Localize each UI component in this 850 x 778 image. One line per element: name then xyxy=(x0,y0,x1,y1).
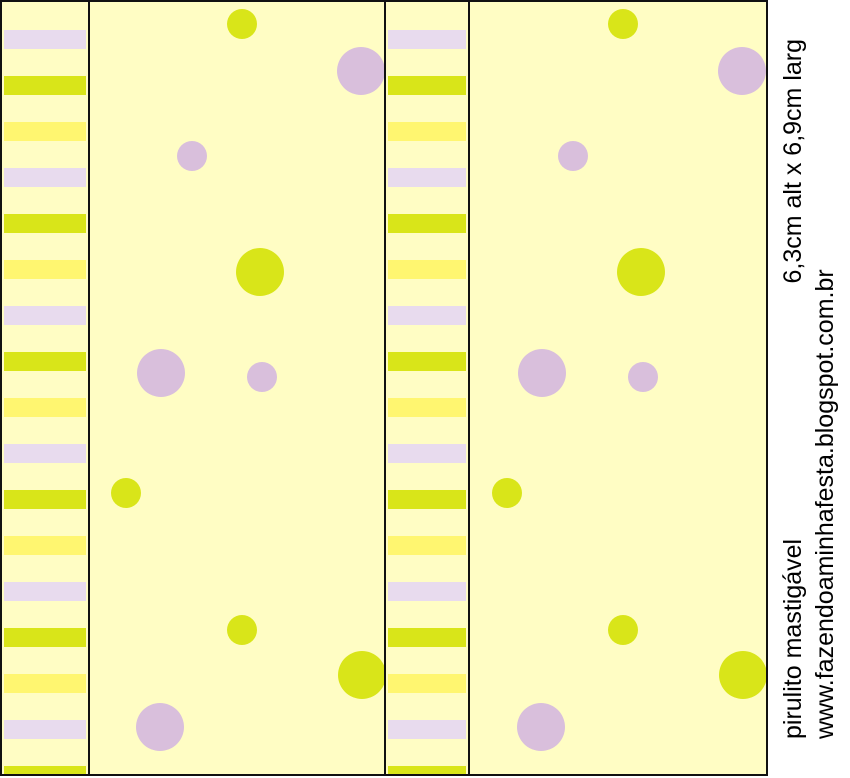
stripe xyxy=(388,352,466,371)
polka-dot xyxy=(136,703,184,751)
polka-dot xyxy=(137,349,185,397)
polka-dot xyxy=(518,349,566,397)
stripe xyxy=(4,444,86,463)
stripe xyxy=(4,766,86,774)
polka-dot xyxy=(628,362,658,392)
polka-dot xyxy=(608,9,638,39)
stripe xyxy=(388,766,466,774)
caption-line-1: pirulito mastigável 6,3cm alt x 6,9cm la… xyxy=(777,39,809,739)
stripe xyxy=(4,214,86,233)
stripe xyxy=(4,628,86,647)
stripe xyxy=(388,214,466,233)
polka-dot xyxy=(517,703,565,751)
stripe xyxy=(388,536,466,555)
stripe xyxy=(388,720,466,739)
polka-dot xyxy=(617,248,665,296)
striped-strip-left xyxy=(0,0,90,776)
polka-dot xyxy=(718,47,766,95)
caption-rotated: pirulito mastigável 6,3cm alt x 6,9cm la… xyxy=(777,39,841,739)
stripe xyxy=(388,122,466,141)
stripe xyxy=(4,720,86,739)
caption-area: pirulito mastigável 6,3cm alt x 6,9cm la… xyxy=(768,0,850,778)
stripe xyxy=(4,76,86,95)
polka-dot xyxy=(608,615,638,645)
stripe xyxy=(4,398,86,417)
polka-dot xyxy=(247,362,277,392)
stripe xyxy=(4,674,86,693)
polka-dot xyxy=(338,651,384,699)
stripe xyxy=(4,582,86,601)
website-url: www.fazendoaminhafesta.blogspot.com.br xyxy=(811,269,839,739)
stripe xyxy=(388,76,466,95)
stripe xyxy=(4,122,86,141)
stripe xyxy=(4,260,86,279)
polka-dot xyxy=(177,141,207,171)
polka-dot xyxy=(236,248,284,296)
stripe xyxy=(388,582,466,601)
stripe xyxy=(388,306,466,325)
stripe xyxy=(4,352,86,371)
stripe xyxy=(388,674,466,693)
striped-strip-right xyxy=(384,0,470,776)
stripe xyxy=(388,30,466,49)
stripe xyxy=(388,444,466,463)
stripe xyxy=(4,536,86,555)
polka-dot xyxy=(227,9,257,39)
stripe xyxy=(388,628,466,647)
polka-dot xyxy=(227,615,257,645)
polka-dot xyxy=(492,478,522,508)
polka-dot-panel-left xyxy=(88,0,386,776)
stripe xyxy=(388,260,466,279)
stripe xyxy=(388,398,466,417)
stripe xyxy=(4,30,86,49)
polka-dot xyxy=(558,141,588,171)
product-name: pirulito mastigável xyxy=(779,538,807,739)
polka-dot xyxy=(111,478,141,508)
stripe xyxy=(4,490,86,509)
stripe xyxy=(388,490,466,509)
stripe xyxy=(4,168,86,187)
polka-dot xyxy=(337,47,384,95)
caption-line-2: www.fazendoaminhafesta.blogspot.com.br xyxy=(809,39,841,739)
dimensions-text: 6,3cm alt x 6,9cm larg xyxy=(779,39,807,284)
stripe xyxy=(4,306,86,325)
stripe xyxy=(388,168,466,187)
polka-dot xyxy=(719,651,766,699)
polka-dot-panel-right xyxy=(468,0,768,776)
